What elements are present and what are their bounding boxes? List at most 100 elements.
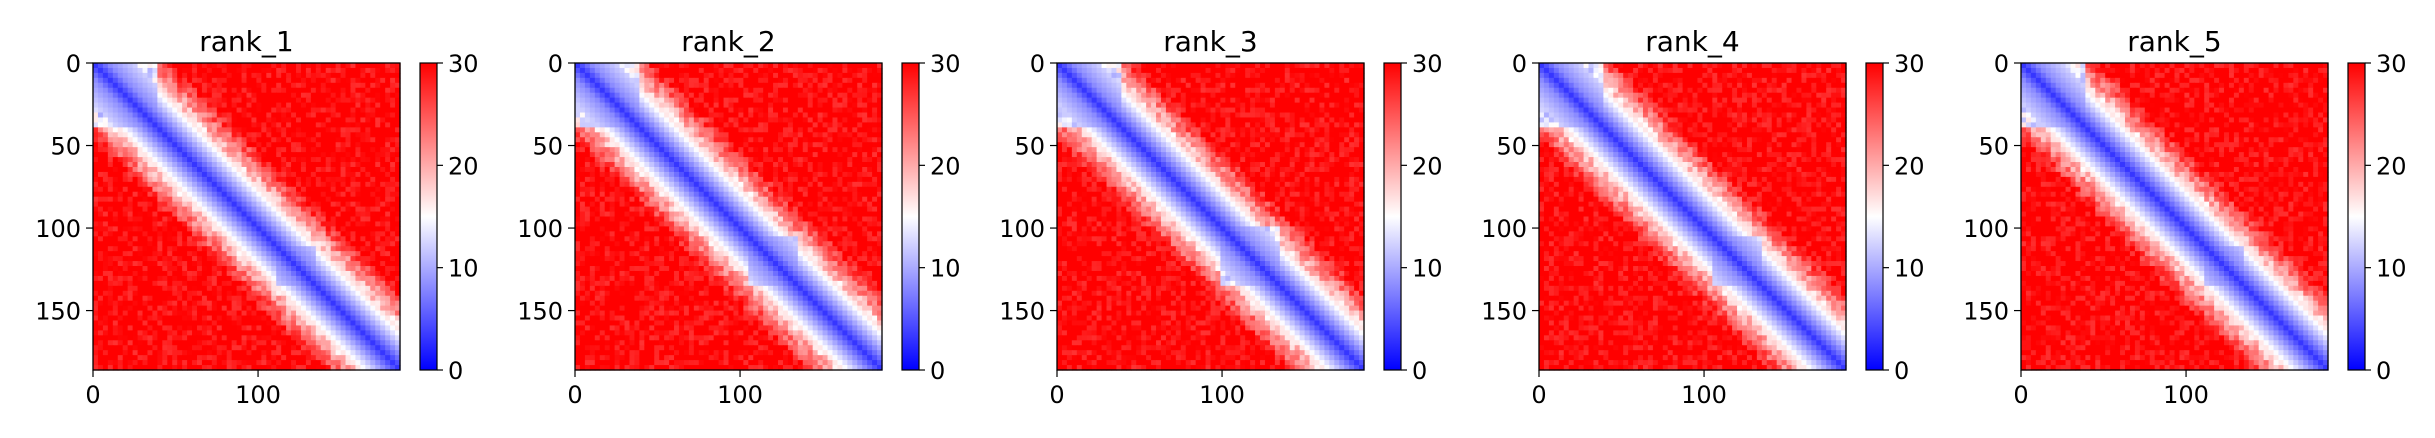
heatmap-cell: [305, 355, 312, 361]
heatmap-cell: [246, 226, 253, 232]
heatmap-cell: [192, 216, 198, 223]
heatmap-cell: [172, 117, 178, 124]
heatmap-cell: [385, 162, 391, 168]
heatmap-cell: [669, 117, 675, 124]
heatmap-cell: [132, 231, 139, 237]
heatmap-cell: [117, 246, 124, 252]
heatmap-cell: [296, 186, 302, 193]
heatmap-cell: [196, 360, 203, 366]
heatmap-cell: [246, 330, 253, 336]
heatmap-cell: [177, 315, 183, 322]
heatmap-cell: [256, 206, 262, 213]
heatmap-cell: [867, 107, 873, 114]
heatmap-cell: [261, 330, 267, 336]
heatmap-cell: [300, 117, 307, 124]
heatmap-cell: [251, 176, 257, 183]
heatmap-cell: [256, 82, 262, 89]
heatmap-cell: [758, 137, 764, 143]
heatmap-cell: [246, 201, 253, 208]
heatmap-cell: [355, 127, 361, 133]
heatmap-cell: [187, 142, 193, 148]
heatmap-cell: [206, 191, 213, 198]
heatmap-cell: [201, 211, 208, 218]
heatmap-cell: [385, 231, 391, 237]
heatmap-cell: [579, 107, 586, 114]
heatmap-cell: [246, 147, 253, 153]
heatmap-cell: [187, 107, 193, 114]
heatmap-cells: [575, 63, 883, 371]
heatmap-cell: [370, 82, 376, 89]
heatmap-cell: [167, 290, 173, 297]
heatmap-cell: [340, 87, 347, 94]
heatmap-cell: [107, 315, 114, 322]
heatmap-cell: [266, 112, 272, 119]
heatmap-cell: [385, 72, 391, 79]
heatmap-cell: [276, 305, 282, 312]
heatmap-cell: [201, 127, 208, 133]
heatmap-cell: [102, 305, 109, 312]
heatmap-cell: [852, 72, 858, 79]
heatmap-cell: [330, 206, 337, 213]
heatmap-cell: [305, 290, 312, 297]
heatmap-cell: [296, 261, 302, 267]
heatmap-cell: [127, 206, 134, 213]
heatmap-cell: [286, 325, 292, 331]
heatmap-cell: [286, 87, 292, 94]
heatmap-cell: [867, 92, 873, 99]
heatmap-cell: [236, 112, 243, 119]
heatmap-cell: [305, 266, 312, 272]
heatmap-cell: [127, 112, 134, 119]
heatmap-cell: [296, 181, 302, 188]
heatmap-cell: [152, 117, 158, 124]
heatmap-cell: [192, 112, 198, 119]
heatmap-cell: [375, 320, 381, 327]
heatmap-cell: [137, 275, 144, 282]
heatmap-cell: [256, 270, 262, 277]
heatmap-cell: [251, 345, 257, 351]
heatmap-cell: [718, 102, 725, 109]
heatmap-cell: [852, 107, 858, 114]
heatmap-cell: [271, 176, 277, 183]
heatmap-cell: [167, 345, 173, 351]
heatmap-cell: [211, 305, 218, 312]
heatmap-cell: [177, 117, 183, 124]
heatmap-cell: [132, 171, 139, 178]
heatmap-cell: [286, 261, 292, 267]
heatmap-cell: [857, 112, 863, 119]
heatmap-cell: [231, 221, 238, 227]
heatmap-cell: [201, 345, 208, 351]
heatmap-cell: [748, 137, 754, 143]
heatmap-cell: [360, 226, 366, 232]
heatmap-cell: [296, 305, 302, 312]
heatmap-cell: [177, 92, 183, 99]
heatmap-cell: [117, 285, 124, 292]
heatmap-cell: [385, 365, 391, 371]
heatmap-cell: [733, 107, 739, 114]
heatmap-cell: [256, 285, 262, 292]
heatmap-cell: [142, 63, 149, 69]
heatmap-cell: [300, 171, 307, 178]
heatmap-cell: [733, 142, 739, 148]
heatmap-cell: [117, 320, 124, 327]
heatmap-cell: [330, 63, 337, 69]
heatmap-cell: [261, 236, 267, 242]
heatmap-cell: [822, 102, 829, 109]
heatmap-cell: [390, 335, 396, 341]
heatmap-cell: [619, 63, 626, 69]
heatmap-cell: [778, 137, 784, 143]
heatmap-cell: [107, 63, 114, 69]
heatmap-cell: [112, 211, 119, 218]
heatmap-cell: [266, 132, 272, 138]
heatmap-cell: [112, 226, 119, 232]
heatmap-cell: [360, 176, 366, 183]
heatmap-cell: [147, 122, 154, 128]
heatmap-cell: [221, 211, 228, 218]
heatmap-cell: [305, 315, 312, 322]
heatmap-cell: [390, 137, 396, 143]
heatmap-cell: [659, 63, 665, 69]
heatmap-cell: [142, 102, 149, 109]
heatmap-cell: [97, 152, 104, 158]
heatmap-cell: [236, 266, 243, 272]
heatmap-cell: [93, 236, 99, 242]
heatmap-cell: [812, 112, 819, 119]
